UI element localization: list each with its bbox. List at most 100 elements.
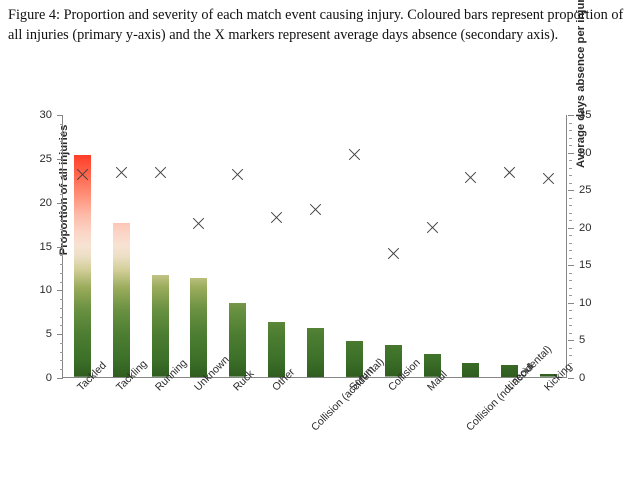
primary-y-tick xyxy=(57,378,63,379)
primary-y-tick-label: 25 xyxy=(39,152,52,165)
primary-y-tick-label: 5 xyxy=(45,328,52,341)
bar xyxy=(462,362,480,377)
secondary-y-minor-tick xyxy=(568,235,572,237)
primary-y-minor-tick xyxy=(59,255,63,257)
secondary-y-tick xyxy=(568,227,574,229)
figure-caption: Figure 4: Proportion and severity of eac… xyxy=(8,7,624,43)
secondary-y-tick xyxy=(568,340,574,342)
primary-y-tick xyxy=(57,202,63,204)
plot-area: 0 5 10 15 20 25 30 0 5 10 15 20 25 30 35 xyxy=(40,109,592,383)
secondary-y-minor-tick xyxy=(568,182,572,184)
primary-y-tick xyxy=(57,158,63,160)
primary-y-minor-tick xyxy=(59,325,63,327)
bar xyxy=(73,155,91,377)
secondary-y-tick-label: 0 xyxy=(579,372,586,384)
x-marker xyxy=(231,168,244,181)
secondary-y-tick xyxy=(568,378,574,379)
secondary-y-minor-tick xyxy=(568,130,572,132)
primary-y-tick xyxy=(57,334,63,336)
bar xyxy=(307,327,324,377)
primary-y-tick-label: 30 xyxy=(39,109,52,121)
secondary-y-minor-tick xyxy=(568,205,572,207)
primary-y-tick xyxy=(57,290,63,292)
secondary-y-minor-tick xyxy=(568,317,572,319)
secondary-y-minor-tick xyxy=(568,355,572,357)
primary-y-minor-tick xyxy=(59,351,63,353)
x-marker xyxy=(115,166,128,179)
bar xyxy=(540,374,558,377)
primary-y-minor-tick xyxy=(59,141,63,143)
bar xyxy=(384,345,402,377)
primary-y-minor-tick xyxy=(59,281,63,283)
primary-y-minor-tick xyxy=(59,272,63,274)
secondary-y-minor-tick xyxy=(568,137,572,139)
x-marker xyxy=(348,148,361,161)
secondary-y-minor-tick xyxy=(568,325,572,327)
secondary-y-tick-label: 15 xyxy=(579,259,592,272)
bar xyxy=(229,303,247,377)
secondary-y-minor-tick xyxy=(568,280,572,282)
x-marker xyxy=(542,172,555,185)
primary-y-minor-tick xyxy=(59,237,63,239)
secondary-y-minor-tick xyxy=(568,287,572,289)
secondary-y-tick xyxy=(568,152,574,154)
primary-y-minor-tick xyxy=(59,228,63,230)
secondary-y-minor-tick xyxy=(568,175,572,177)
secondary-y-tick-label: 20 xyxy=(579,221,592,234)
primary-y-minor-tick xyxy=(59,132,63,134)
primary-y-tick-label: 10 xyxy=(39,284,52,297)
secondary-y-minor-tick xyxy=(568,145,572,147)
bar xyxy=(345,341,363,377)
primary-y-minor-tick xyxy=(59,220,63,222)
secondary-y-minor-tick xyxy=(568,347,572,349)
x-marker xyxy=(76,168,89,181)
primary-y-tick-label: 0 xyxy=(45,372,52,384)
x-marker xyxy=(387,247,400,260)
secondary-y-minor-tick xyxy=(568,362,572,364)
primary-y-minor-tick xyxy=(59,176,63,178)
primary-y-minor-tick xyxy=(59,316,63,318)
bar xyxy=(190,277,208,377)
secondary-y-axis-title: Average days absence per injury xyxy=(575,0,587,168)
primary-y-minor-tick xyxy=(59,264,63,266)
secondary-y-tick-label: 5 xyxy=(579,334,586,347)
primary-y-tick xyxy=(57,115,63,116)
x-marker xyxy=(154,166,167,179)
secondary-y-minor-tick xyxy=(568,257,572,259)
bar xyxy=(151,275,169,377)
secondary-y-minor-tick xyxy=(568,212,572,214)
x-marker xyxy=(192,217,205,230)
secondary-y-minor-tick xyxy=(568,370,572,372)
secondary-y-minor-tick xyxy=(568,295,572,297)
primary-y-minor-tick xyxy=(59,167,63,169)
bar xyxy=(112,222,130,377)
secondary-y-minor-tick xyxy=(568,242,572,244)
secondary-y-minor-tick xyxy=(568,160,572,162)
bar xyxy=(501,364,519,377)
primary-y-minor-tick xyxy=(59,211,63,213)
secondary-y-tick xyxy=(568,265,574,267)
secondary-y-minor-tick xyxy=(568,167,572,169)
primary-y-minor-tick xyxy=(59,123,63,125)
secondary-y-tick xyxy=(568,302,574,304)
primary-y-tick-label: 20 xyxy=(39,196,52,209)
primary-y-minor-tick xyxy=(59,369,63,371)
primary-y-minor-tick xyxy=(59,193,63,195)
secondary-y-tick-label: 10 xyxy=(579,296,592,309)
secondary-y-minor-tick xyxy=(568,272,572,274)
secondary-y-tick xyxy=(568,115,574,116)
secondary-y-minor-tick xyxy=(568,310,572,312)
primary-y-minor-tick xyxy=(59,185,63,187)
secondary-y-minor-tick xyxy=(568,250,572,252)
secondary-y-tick-label: 25 xyxy=(579,184,592,197)
secondary-y-tick-label: 30 xyxy=(579,146,592,159)
primary-y-minor-tick xyxy=(59,360,63,362)
secondary-y-tick-label: 35 xyxy=(579,109,592,121)
secondary-y-tick xyxy=(568,190,574,192)
secondary-y-minor-tick xyxy=(568,197,572,199)
primary-y-tick-label: 15 xyxy=(39,240,52,253)
primary-y-minor-tick xyxy=(59,307,63,309)
bar xyxy=(423,354,441,377)
x-marker xyxy=(503,166,516,179)
